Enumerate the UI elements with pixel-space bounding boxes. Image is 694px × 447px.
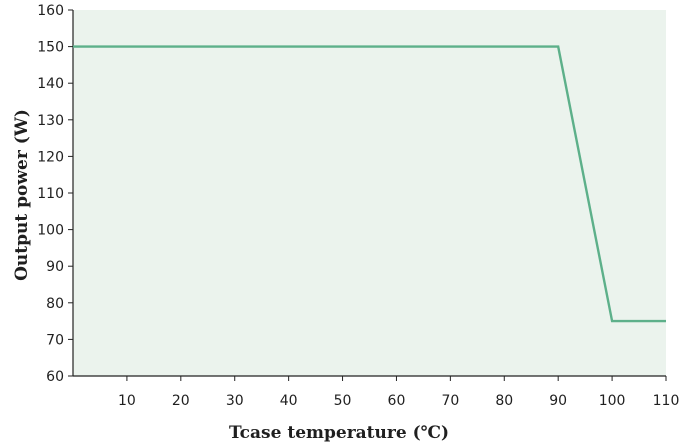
x-tick-label: 40	[280, 393, 298, 409]
series-line	[73, 45, 666, 323]
x-tick-label: 100	[599, 393, 626, 409]
y-tick-label: 140	[37, 76, 64, 92]
y-tick-label: 110	[37, 186, 64, 202]
x-tick-label: 60	[388, 393, 406, 409]
y-axis-title: Output power (W)	[12, 109, 32, 281]
x-tick-label: 70	[441, 393, 459, 409]
y-axis-tick-labels: 60 70 80 90 100 110 120 130 140 150 160	[37, 3, 64, 385]
plot-area	[73, 10, 666, 376]
x-axis-tick-labels: 10 20 30 40 50 60 70 80 90 100 110	[118, 393, 679, 409]
x-tick-label: 80	[495, 393, 513, 409]
y-tick-label: 80	[46, 296, 64, 312]
series-group	[73, 45, 666, 323]
x-axis-ticks	[126, 376, 667, 381]
x-tick-label: 50	[334, 393, 352, 409]
x-tick-label: 20	[172, 393, 190, 409]
x-axis-title: Tcase temperature (℃)	[229, 423, 449, 443]
y-tick-label: 160	[37, 3, 64, 19]
x-tick-label: 30	[226, 393, 244, 409]
y-tick-label: 60	[46, 369, 64, 385]
y-tick-label: 120	[37, 149, 64, 165]
y-tick-label: 70	[46, 332, 64, 348]
y-tick-label: 130	[37, 113, 64, 129]
x-tick-label: 10	[118, 393, 136, 409]
x-tick-label: 110	[653, 393, 680, 409]
y-tick-label: 90	[46, 259, 64, 275]
x-tick-label: 90	[549, 393, 567, 409]
y-tick-label: 100	[37, 223, 64, 239]
y-tick-label: 150	[37, 40, 64, 56]
y-axis-ticks	[68, 9, 73, 377]
